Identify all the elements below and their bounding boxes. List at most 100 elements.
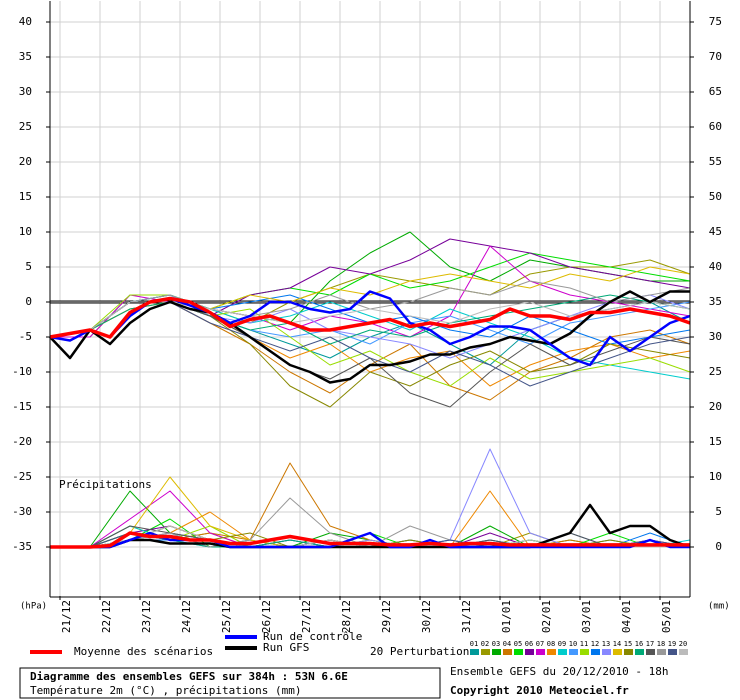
x-tick-label: 23/12 — [140, 600, 153, 633]
y-tick-label: 0 — [25, 295, 32, 308]
y2-tick-label: 25 — [709, 365, 722, 378]
lines — [49, 231, 691, 549]
legend-swatch — [514, 649, 523, 655]
legend-swatch — [635, 649, 644, 655]
y-tick-label: -15 — [12, 400, 32, 413]
y-tick-label: 30 — [19, 85, 32, 98]
legend-swatch — [492, 649, 501, 655]
series-line — [49, 296, 691, 339]
y-tick-label: 20 — [19, 155, 32, 168]
legend-label: 16 — [635, 640, 643, 648]
series-line — [49, 290, 690, 384]
x-tick-label: 31/12 — [460, 600, 473, 633]
legend-label: 09 — [558, 640, 566, 648]
y-tick-label: 10 — [19, 225, 32, 238]
x-tick-label: 01/01 — [500, 600, 513, 633]
run-info: Ensemble GEFS du 20/12/2010 - 18h — [450, 665, 669, 678]
plot-area — [50, 1, 690, 596]
y-tick-label: 40 — [19, 15, 32, 28]
legend-swatch — [646, 649, 655, 655]
title: Diagramme des ensembles GEFS sur 384h : … — [30, 670, 348, 683]
x-tick-label: 05/01 — [660, 600, 673, 633]
x-tick-label: 02/01 — [540, 600, 553, 633]
legend-label: Run GFS — [263, 641, 309, 654]
y2-axis-unit: (mm) — [708, 602, 730, 612]
y2-tick-label: 75 — [709, 15, 722, 28]
y2-tick-label: 60 — [709, 120, 722, 133]
y-axis-unit: (hPa) — [20, 602, 47, 612]
y-tick-label: 5 — [25, 260, 32, 273]
x-tick-label: 24/12 — [180, 600, 193, 633]
legend-label: 13 — [602, 640, 610, 648]
legend-swatch — [624, 649, 633, 655]
info-box — [19, 667, 441, 699]
x-tick-label: 21/12 — [60, 600, 73, 633]
subtitle: Température 2m (°C) , précipitations (mm… — [30, 684, 302, 697]
y2-tick-label: 45 — [709, 225, 722, 238]
x-tick-label: 22/12 — [100, 600, 113, 633]
perturbations-label: 20 Perturbations — [370, 645, 476, 658]
y2-tick-label: 40 — [709, 260, 722, 273]
legend-swatch — [470, 649, 479, 655]
legend-label: 03 — [492, 640, 500, 648]
x-tick-label: 30/12 — [420, 600, 433, 633]
legend-swatch — [580, 649, 589, 655]
x-tick-label: 27/12 — [300, 600, 313, 633]
y2-tick-label: 0 — [715, 540, 722, 553]
legend-label: 06 — [525, 640, 533, 648]
legend-label: 17 — [646, 640, 654, 648]
legend-label: Moyenne des scénarios — [74, 645, 213, 658]
y2-tick-label: 20 — [709, 400, 722, 413]
legend-label: 18 — [657, 640, 665, 648]
copyright: Copyright 2010 Meteociel.fr — [450, 684, 629, 697]
legend-label: 11 — [580, 640, 588, 648]
y2-tick-label: 5 — [715, 505, 722, 518]
y-tick-label: -5 — [19, 330, 32, 343]
precip-annotation: Précipitations — [59, 478, 152, 491]
x-tick-label: 04/01 — [620, 600, 633, 633]
legend-swatch — [679, 649, 688, 655]
legend-label: 01 — [470, 640, 478, 648]
legend-label: 02 — [481, 640, 489, 648]
legend-swatch — [503, 649, 512, 655]
legend-label: 12 — [591, 640, 599, 648]
y2-tick-label: 35 — [709, 295, 722, 308]
legend-swatch — [613, 649, 622, 655]
legend-swatch — [536, 649, 545, 655]
y2-tick-label: 15 — [709, 435, 722, 448]
y-tick-label: 35 — [19, 50, 32, 63]
y2-tick-label: 70 — [709, 50, 722, 63]
legend-label: Run de contrôle — [263, 630, 362, 643]
legend-swatch — [591, 649, 600, 655]
x-tick-label: 28/12 — [340, 600, 353, 633]
y2-tick-label: 10 — [709, 470, 722, 483]
x-tick-label: 29/12 — [380, 600, 393, 633]
y-tick-label: -20 — [12, 435, 32, 448]
series-line — [50, 531, 690, 549]
legend-label: 08 — [547, 640, 555, 648]
grid — [50, 1, 690, 596]
y-tick-label: -30 — [12, 505, 32, 518]
y-tick-label: 25 — [19, 120, 32, 133]
y2-tick-label: 55 — [709, 155, 722, 168]
legend-swatch — [668, 649, 677, 655]
legend: 20 Perturbations 01 02 03 04 05 06 07 08 09 10 11 1… — [30, 630, 688, 658]
legend-swatch — [525, 649, 534, 655]
y-tick-label: 15 — [19, 190, 32, 203]
series-line — [49, 294, 691, 345]
legend-swatch — [569, 649, 578, 655]
y-tick-label: -10 — [12, 365, 32, 378]
legend-swatch — [657, 649, 666, 655]
x-tick-label: 25/12 — [220, 600, 233, 633]
legend-label: 05 — [514, 640, 522, 648]
legend-label: 15 — [624, 640, 632, 648]
legend-label: 19 — [668, 640, 676, 648]
series-line — [49, 294, 691, 387]
y2-tick-label: 30 — [709, 330, 722, 343]
legend-label: 14 — [613, 640, 621, 648]
y-tick-label: -25 — [12, 470, 32, 483]
legend-swatch — [602, 649, 611, 655]
y2-tick-label: 65 — [709, 85, 722, 98]
x-tick-label: 03/01 — [580, 600, 593, 633]
